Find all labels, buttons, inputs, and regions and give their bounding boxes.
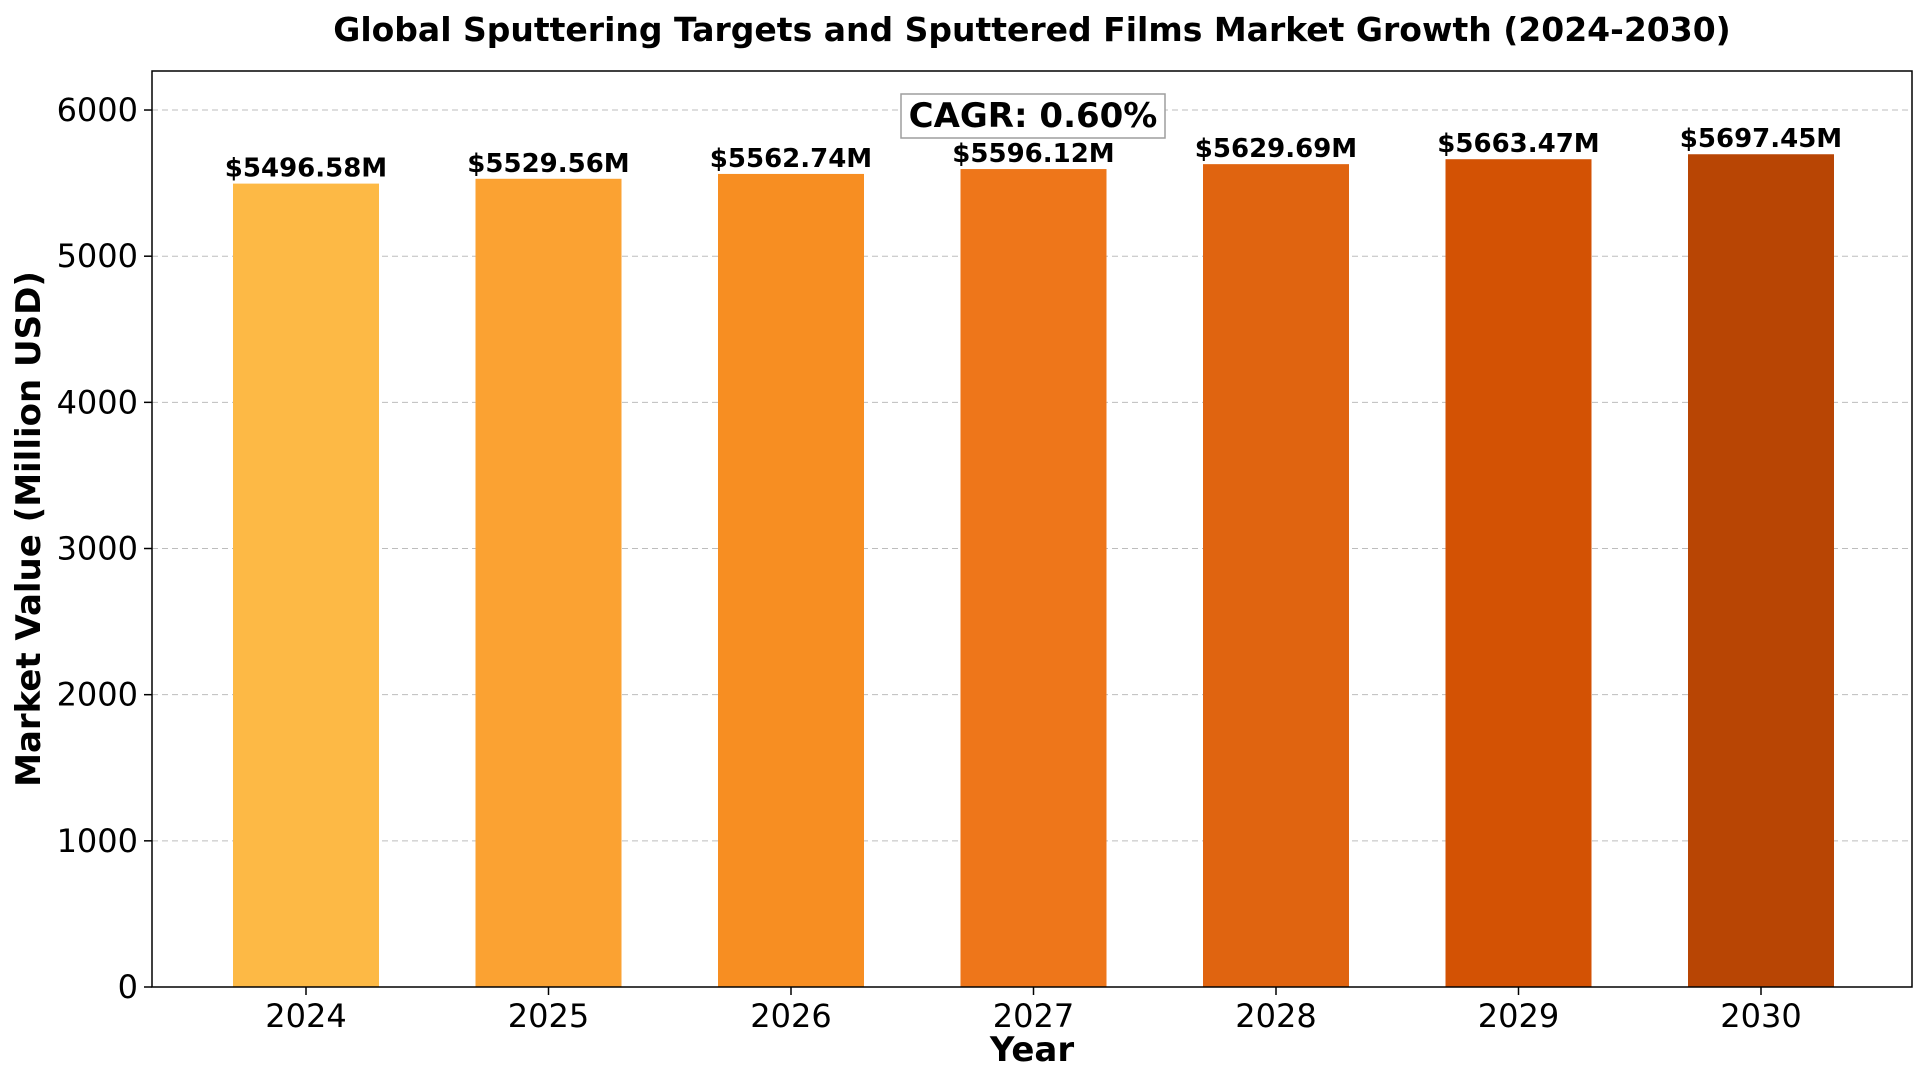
y-axis-ticks: 0 1000 2000 3000 4000 5000 6000 [57, 91, 152, 1006]
x-tick-label-2025: 2025 [508, 997, 589, 1035]
plot-area-frame [151, 70, 1913, 988]
data-label-2030: $5697.45M [1680, 124, 1842, 154]
bar-2027 [960, 169, 1107, 988]
y-tick-label: 6000 [57, 91, 138, 129]
bar-2028 [1203, 164, 1349, 988]
bar-2026 [718, 173, 864, 988]
chart-title: Global Sputtering Targets and Sputtered … [333, 10, 1731, 49]
cagr-text: CAGR: 0.60% [909, 96, 1158, 136]
x-tick-label-2030: 2030 [1720, 997, 1801, 1035]
y-tick-label: 4000 [57, 383, 138, 421]
bar-2024 [233, 183, 379, 988]
data-labels: $5496.58M $5529.56M $5562.74M $5596.12M $562… [225, 124, 1842, 183]
y-axis-label: Market Value (Million USD) [9, 271, 49, 787]
y-tick-label: 2000 [57, 676, 138, 714]
data-label-2025: $5529.56M [467, 149, 629, 179]
y-tick-label: 5000 [57, 237, 138, 275]
cagr-annotation: CAGR: 0.60% [900, 93, 1166, 139]
data-label-2029: $5663.47M [1437, 129, 1599, 159]
x-axis-ticks: 2024 2025 2026 2027 2028 2029 2030 [265, 987, 1802, 1035]
bar-2025 [475, 178, 622, 988]
x-tick-label-2024: 2024 [265, 997, 346, 1035]
y-tick-label: 1000 [57, 822, 138, 860]
x-axis-label: Year [989, 1030, 1075, 1070]
cagr-box [900, 93, 1166, 139]
x-tick-label-2027: 2027 [993, 997, 1074, 1035]
data-label-2027: $5596.12M [952, 139, 1114, 169]
data-label-2026: $5562.74M [710, 144, 872, 174]
x-tick-label-2026: 2026 [750, 997, 831, 1035]
x-tick-label-2029: 2029 [1478, 997, 1559, 1035]
data-label-2028: $5629.69M [1195, 134, 1357, 164]
x-tick-label-2028: 2028 [1235, 997, 1316, 1035]
bar-2030 [1688, 154, 1834, 987]
y-tick-label: 3000 [57, 530, 138, 568]
bars [233, 154, 1834, 988]
data-label-2024: $5496.58M [225, 154, 387, 184]
bar-2029 [1445, 159, 1592, 988]
y-tick-label: 0 [118, 968, 138, 1006]
